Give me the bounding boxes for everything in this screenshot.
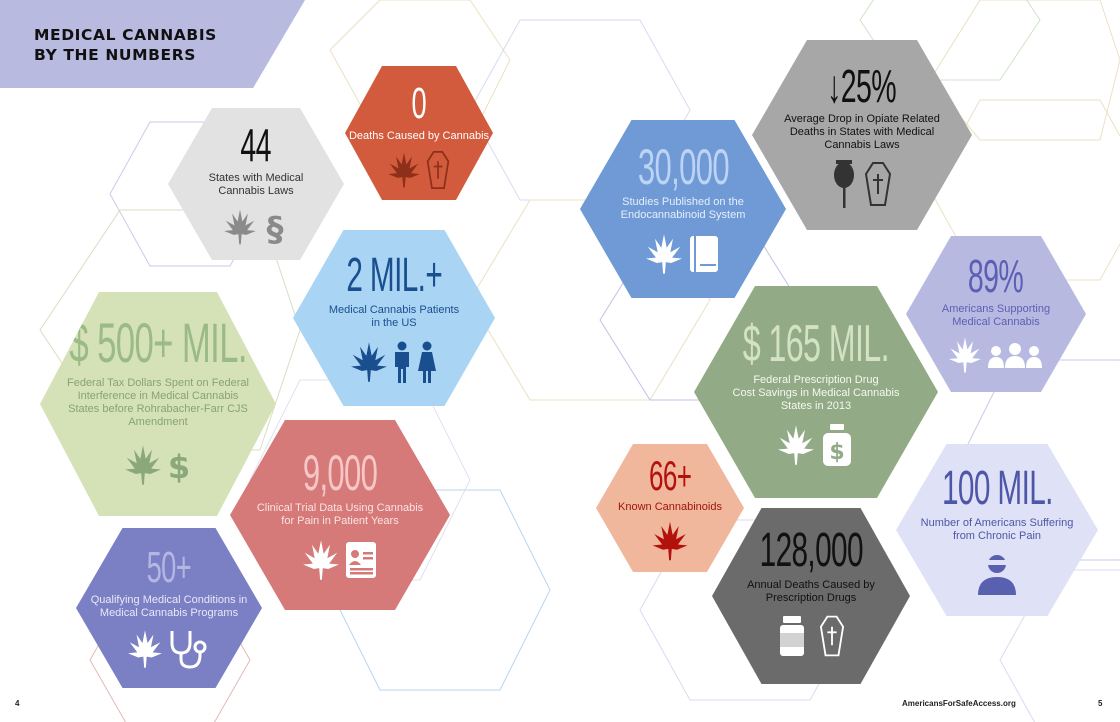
stat-value: 2 MIL.+ bbox=[346, 249, 442, 302]
stat-value: $ 500+ MIL. bbox=[69, 311, 247, 374]
book-icon bbox=[690, 236, 718, 272]
dollar-sign-icon: $ bbox=[168, 448, 190, 485]
money-bag-icon: $ bbox=[823, 423, 851, 466]
cannabis-leaf-icon bbox=[652, 521, 688, 560]
stat-icons bbox=[976, 553, 1018, 595]
stat-icons bbox=[351, 340, 437, 384]
cannabis-leaf-icon bbox=[388, 152, 420, 187]
section-sign-icon: § bbox=[267, 210, 284, 246]
stat-label: Average Drop in Opiate Related Deaths in… bbox=[784, 112, 940, 151]
page-title: MEDICAL CANNABIS BY THE NUMBERS bbox=[34, 26, 217, 64]
stat-americans-supporting: 89% Americans Supporting Medical Cannabi… bbox=[906, 236, 1086, 392]
stat-label: Annual Deaths Caused by Prescription Dru… bbox=[747, 579, 875, 604]
svg-text:$: $ bbox=[829, 440, 844, 465]
pill-bottle-icon bbox=[780, 616, 804, 656]
cannabis-leaf-icon bbox=[224, 209, 256, 245]
title-banner bbox=[0, 0, 305, 88]
website-url: AmericansForSafeAccess.org bbox=[902, 699, 1016, 708]
stat-label: Qualifying Medical Conditions in Medical… bbox=[90, 594, 248, 619]
stat-icons bbox=[128, 628, 210, 670]
stat-icons bbox=[303, 538, 377, 582]
coffin-icon bbox=[426, 150, 450, 189]
stat-label: Known Cannabinoids bbox=[618, 500, 722, 513]
stat-value: ↓25% bbox=[827, 59, 897, 112]
stat-value: 9,000 bbox=[302, 445, 378, 501]
cannabis-leaf-icon bbox=[351, 342, 387, 382]
stat-value: $ 165 MIL. bbox=[742, 314, 890, 373]
coffin-icon bbox=[865, 161, 891, 206]
stat-label: Medical Cannabis Patients in the US bbox=[328, 304, 460, 329]
stat-icons bbox=[949, 335, 1043, 375]
stat-prescription-savings: $ 165 MIL. Federal Prescription Drug Cos… bbox=[694, 286, 938, 498]
cannabis-leaf-icon bbox=[949, 337, 981, 373]
cannabis-leaf-icon bbox=[646, 234, 682, 274]
svg-text:§: § bbox=[267, 210, 284, 246]
stat-label: Number of Americans Suffering from Chron… bbox=[920, 517, 1074, 542]
stat-icons bbox=[646, 232, 720, 276]
stat-icons bbox=[833, 159, 891, 208]
stat-label: Clinical Trial Data Using Cannabis for P… bbox=[256, 502, 424, 527]
stat-label: Federal Prescription Drug Cost Savings i… bbox=[732, 373, 900, 412]
stat-icons bbox=[778, 615, 844, 657]
stat-value: 66+ bbox=[648, 451, 692, 499]
stat-value: 89% bbox=[968, 250, 1024, 302]
stat-value: 100 MIL. bbox=[941, 462, 1053, 515]
stat-icons: $ bbox=[778, 423, 854, 467]
man-icon bbox=[395, 341, 409, 383]
stat-value: 128,000 bbox=[759, 524, 863, 577]
stat-label: Studies Published on the Endocannabinoid… bbox=[620, 196, 746, 221]
stat-icons: § bbox=[224, 208, 288, 246]
coffin-icon bbox=[820, 615, 844, 657]
cannabis-leaf-icon bbox=[303, 540, 339, 580]
stat-value: 44 bbox=[240, 119, 272, 171]
stethoscope-icon bbox=[170, 631, 207, 669]
stat-label: Deaths Caused by Cannabis bbox=[348, 129, 490, 142]
page-number-right: 5 bbox=[1098, 699, 1103, 708]
stat-value: 0 bbox=[411, 78, 427, 128]
stat-value: 30,000 bbox=[637, 139, 729, 195]
stat-icons bbox=[388, 150, 450, 189]
cannabis-leaf-icon bbox=[125, 445, 161, 485]
stat-icons bbox=[652, 520, 688, 562]
cannabis-leaf-icon bbox=[778, 424, 814, 465]
woman-icon bbox=[418, 341, 436, 383]
stat-value: 50+ bbox=[146, 543, 192, 592]
stat-label: States with Medical Cannabis Laws bbox=[208, 172, 304, 197]
poppy-icon bbox=[834, 159, 854, 208]
stat-label: Federal Tax Dollars Spent on Federal Int… bbox=[66, 377, 249, 428]
stat-label: Americans Supporting Medical Cannabis bbox=[941, 303, 1051, 328]
person-pain-icon bbox=[978, 555, 1016, 595]
cannabis-leaf-icon bbox=[128, 630, 162, 668]
svg-text:$: $ bbox=[168, 448, 190, 485]
page-number-left: 4 bbox=[15, 699, 20, 708]
stat-known-cannabinoids: 66+ Known Cannabinoids bbox=[596, 444, 744, 572]
people-group-icon bbox=[988, 343, 1042, 368]
document-icon bbox=[346, 542, 376, 578]
stat-qualifying-conditions: 50+ Qualifying Medical Conditions in Med… bbox=[76, 528, 262, 688]
stat-icons: $ bbox=[125, 443, 191, 487]
stat-opiate-death-drop: ↓25% Average Drop in Opiate Related Deat… bbox=[752, 40, 972, 230]
stat-federal-tax-dollars: $ 500+ MIL. Federal Tax Dollars Spent on… bbox=[40, 292, 276, 516]
